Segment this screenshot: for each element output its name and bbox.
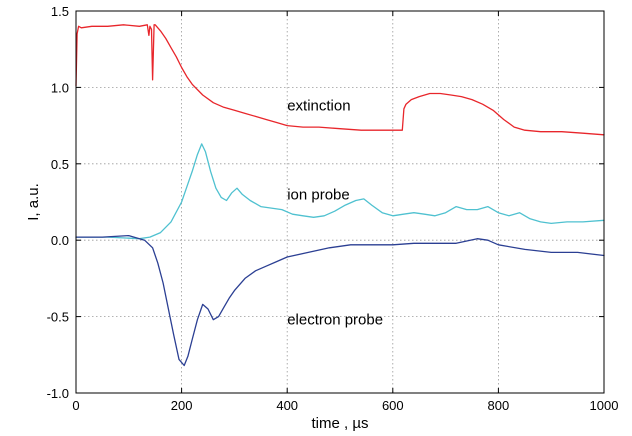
y-tick-label: 0.5	[51, 157, 69, 172]
x-tick-label: 600	[382, 398, 404, 413]
grid-lines	[76, 11, 604, 393]
plot-frame	[75, 10, 605, 394]
x-tick-label: 800	[488, 398, 510, 413]
series-lines	[75, 24, 605, 367]
series-line-electron-probe	[75, 234, 605, 367]
series-line-ion-probe	[75, 143, 605, 240]
series-line-extinction	[75, 24, 605, 136]
y-axis-label: I, a.u.	[25, 183, 42, 221]
x-tick-label: 200	[171, 398, 193, 413]
y-tick-label: 1.0	[51, 80, 69, 95]
x-axis-label: time , µs	[312, 415, 369, 432]
tick-labels: 0 200 400 600 800 1000 -1.0 -0.5 0.0 0.5 1.0 1.5	[47, 4, 619, 413]
x-tick-label: 1000	[590, 398, 619, 413]
annotation-ion-probe: ion probe	[287, 186, 350, 203]
y-tick-label: -0.5	[47, 310, 69, 325]
annotation-extinction: extinction	[287, 98, 350, 115]
y-tick-label: 0.0	[51, 233, 69, 248]
x-tick-label: 400	[276, 398, 298, 413]
y-tick-label: -1.0	[47, 386, 69, 401]
axis-ticks	[75, 10, 605, 394]
series-annotations: extinction ion probe electron probe	[287, 98, 383, 329]
x-tick-label: 0	[72, 398, 79, 413]
y-tick-label: 1.5	[51, 4, 69, 19]
annotation-electron-probe: electron probe	[287, 312, 383, 329]
